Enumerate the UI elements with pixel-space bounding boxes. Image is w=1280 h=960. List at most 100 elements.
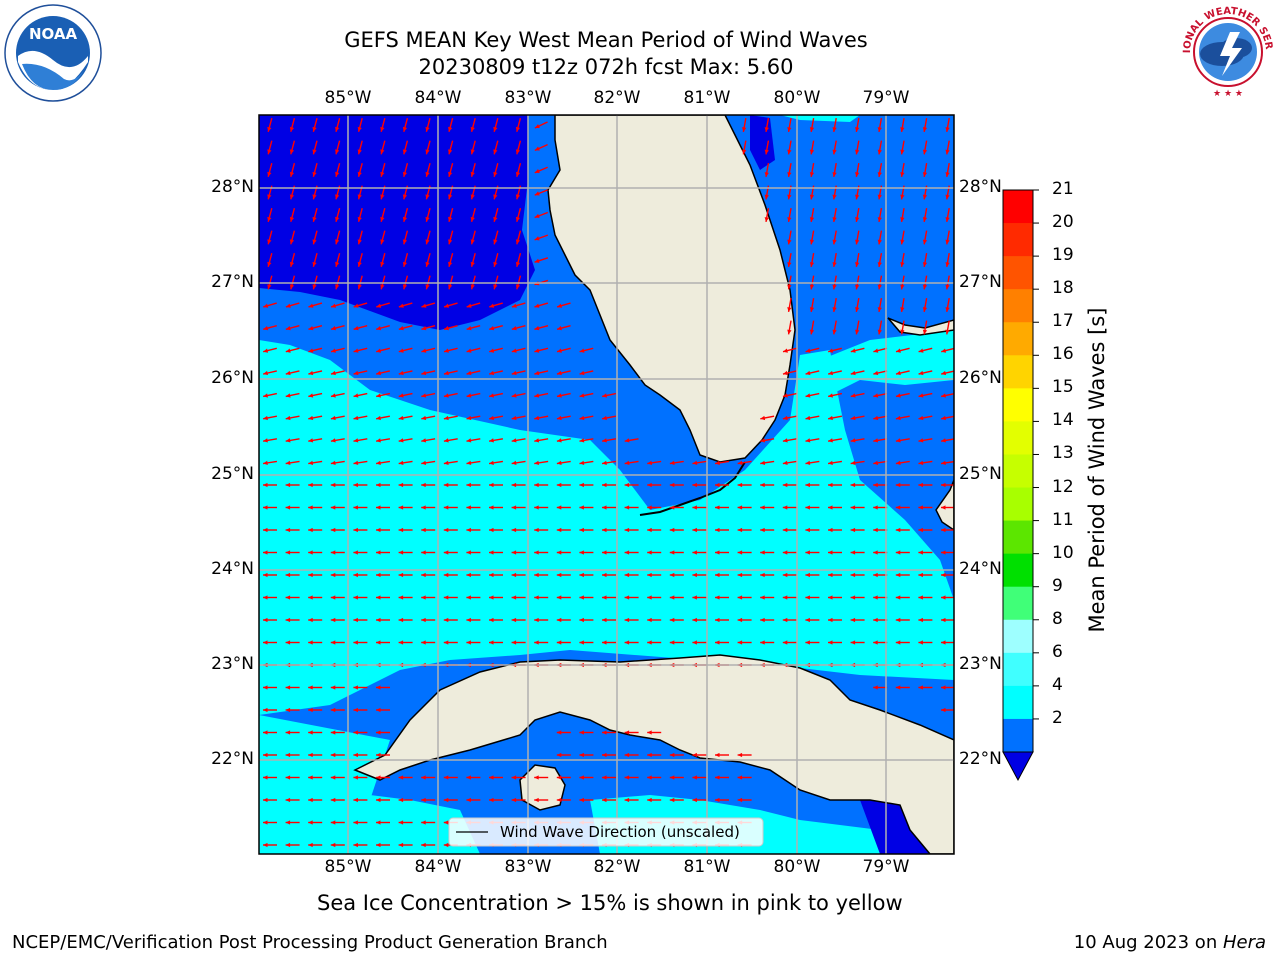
wind-arrow [421,482,436,488]
wind-arrow [466,324,481,331]
wind-arrow [353,347,368,353]
wind-arrow [669,572,684,578]
colorbar-tick-label: 16 [1052,344,1074,365]
wind-arrow [489,527,503,533]
wind-arrow [489,392,503,398]
wind-arrow [489,572,503,578]
wind-arrow [380,163,386,177]
wind-arrow [782,595,797,600]
wind-arrow [945,230,950,245]
wind-arrow [850,527,865,533]
wind-arrow [443,505,458,510]
wind-arrow [511,527,526,533]
lon-label-bottom: 83°W [504,857,552,877]
wind-arrow [380,253,386,267]
colorbar-tick-label: 18 [1052,278,1074,299]
wind-arrow [556,640,571,645]
wind-arrow [376,797,390,803]
wind-arrow [760,617,775,623]
wind-arrow [425,230,431,245]
wind-arrow [489,595,503,600]
legend-label: Wind Wave Direction (unscaled) [500,823,740,841]
wind-arrow [918,392,933,398]
wind-arrow [895,460,910,466]
wind-arrow [782,347,797,353]
wind-arrow [873,415,888,421]
wind-arrow [850,482,865,488]
wind-arrow [738,865,752,869]
colorbar-segment [1003,454,1033,489]
wind-arrow [466,505,481,510]
wind-arrow [312,118,318,132]
wind-arrow [285,617,300,623]
wind-arrow [421,595,436,600]
wind-arrow [357,140,363,155]
wind-arrow [285,752,300,758]
wind-arrow [647,482,662,488]
wind-arrow [534,189,548,196]
wind-arrow [827,415,843,421]
wind-arrow [357,163,363,177]
wind-arrow [335,230,341,245]
wind-arrow [511,324,526,331]
wind-arrow [624,505,639,510]
wind-arrow [742,140,747,155]
wind-arrow [556,370,571,376]
wind-arrow [511,415,526,421]
wind-arrow [805,640,820,645]
wind-arrow [263,505,277,510]
wind-arrow [308,482,323,488]
wind-arrow [692,460,707,466]
lat-label-right: 28°N [959,177,1002,197]
band-4-6-southwest [259,785,480,854]
wind-arrow [715,595,729,600]
wind-arrow [330,640,345,645]
wind-arrow [353,392,368,398]
wind-arrow [787,140,792,155]
wind-arrow [353,370,368,376]
wind-arrow [353,572,368,578]
nws-logo: NATIONAL WEATHER SERVICE ★ ★ ★ [1174,0,1278,102]
wind-arrow [511,482,526,488]
wind-arrow [534,527,549,533]
colorbar-tick-label: 19 [1052,245,1074,266]
wind-arrow [308,865,322,869]
wind-arrow [855,252,860,268]
colorbar-tick-label: 17 [1052,311,1074,332]
wind-arrow [511,302,526,308]
wind-arrow [782,460,797,466]
wind-arrow [443,460,458,466]
colorbar-tick-label: 10 [1052,542,1074,563]
wind-arrow [330,482,345,488]
wind-arrow [285,415,300,421]
wind-arrow [335,208,341,222]
wind-arrow [511,550,526,555]
wind-arrow [308,550,323,555]
wind-arrow [832,140,837,155]
wind-arrow [782,438,797,443]
wind-arrow [556,392,571,398]
wind-arrow [466,370,481,376]
wind-arrow [357,118,363,132]
wind-arrow [488,460,504,466]
wind-arrow [873,572,888,578]
wind-arrow [443,415,458,421]
wind-arrow [398,595,413,600]
wind-arrow [895,392,910,398]
wind-arrow [579,415,594,421]
wind-arrow [715,505,729,510]
wind-arrow [380,118,386,132]
wind-arrow [402,118,409,132]
colorbar-extend-arrow [1002,751,1034,782]
wind-arrow [601,438,617,443]
wind-arrow [493,140,499,155]
wind-arrow [895,482,910,488]
wind-arrow [285,370,300,376]
wind-arrow [330,842,345,848]
wind-arrow [263,482,277,488]
wind-arrow [922,207,928,223]
lon-label-bottom: 82°W [593,857,641,877]
wind-arrow [945,207,950,223]
wind-arrow [267,230,273,245]
wind-arrow [534,640,549,645]
